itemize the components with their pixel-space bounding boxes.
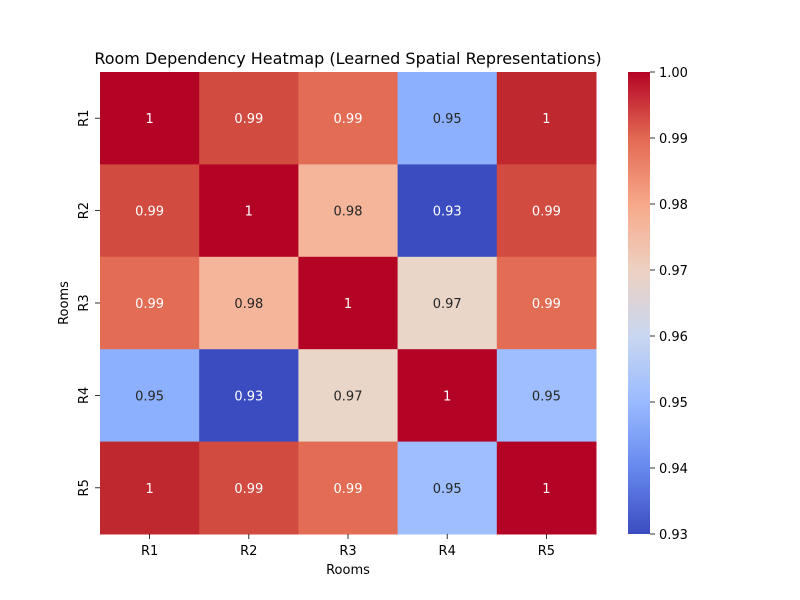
heatmap-cells	[100, 72, 597, 535]
cell-value-label: 1	[145, 112, 153, 127]
y-tick-label: R4	[77, 387, 92, 404]
cell-value-label: 0.97	[433, 297, 462, 312]
cell-value-label: 0.99	[532, 205, 561, 220]
cell-value-label: 0.99	[334, 482, 363, 497]
heatmap-cell-R3-R2	[199, 256, 299, 350]
cell-value-label: 0.99	[334, 112, 363, 127]
cell-value-label: 1	[344, 297, 352, 312]
colorbar-tick-label: 0.94	[659, 462, 688, 477]
x-tick-label: R5	[538, 544, 555, 559]
x-tick-label: R1	[141, 544, 158, 559]
heatmap-cell-R5-R5	[496, 441, 597, 535]
heatmap-cell-R5-R4	[397, 441, 498, 535]
heatmap-cell-R4-R4	[397, 349, 498, 443]
heatmap-cell-R1-R1	[100, 72, 200, 165]
cell-value-label: 1	[245, 205, 253, 220]
cell-value-label: 0.98	[334, 205, 363, 220]
colorbar-tick-label: 1.00	[659, 66, 688, 81]
cell-value-label: 0.99	[135, 297, 164, 312]
cell-value-label: 1	[542, 482, 550, 497]
heatmap-cell-R2-R2	[199, 164, 299, 258]
heatmap-cell-R3-R1	[100, 256, 200, 350]
colorbar-tick-label: 0.95	[659, 396, 688, 411]
colorbar-tick-label: 0.96	[659, 330, 688, 345]
x-tick-label: R2	[240, 544, 257, 559]
cell-value-label: 0.95	[532, 389, 561, 404]
cell-value-label: 0.97	[334, 389, 363, 404]
heatmap-cell-labels: 1 0.99 0.99 0.95 1 0.99 1 0.98 0.93 0.99 0.99 0.98 1…	[135, 112, 561, 497]
cell-value-label: 0.95	[135, 389, 164, 404]
cell-value-label: 0.99	[234, 112, 263, 127]
cell-value-label: 1	[145, 482, 153, 497]
cell-value-label: 0.95	[433, 482, 462, 497]
cell-value-label: 0.99	[532, 297, 561, 312]
y-axis-ticks: R1 R2 R3 R4 R5	[77, 110, 100, 496]
y-tick-label: R2	[77, 202, 92, 219]
cell-value-label: 0.99	[135, 205, 164, 220]
x-axis-label: Rooms	[326, 563, 370, 578]
x-axis-ticks: R1 R2 R3 R4 R5	[141, 534, 555, 559]
heatmap-cell-R2-R4	[397, 164, 498, 258]
colorbar-tick-label: 0.97	[659, 264, 688, 279]
y-tick-label: R5	[77, 479, 92, 496]
x-tick-label: R4	[439, 544, 456, 559]
y-axis-label: Rooms	[57, 281, 72, 325]
colorbar	[628, 72, 650, 534]
cell-value-label: 0.98	[234, 297, 263, 312]
cell-value-label: 0.99	[234, 482, 263, 497]
cell-value-label: 0.93	[234, 389, 263, 404]
colorbar-tick-label: 0.99	[659, 132, 688, 147]
heatmap-cell-R5-R2	[199, 441, 299, 535]
y-tick-label: R3	[77, 294, 92, 311]
cell-value-label: 1	[443, 389, 451, 404]
colorbar-tick-label: 0.98	[659, 198, 688, 213]
heatmap-cell-R4-R5	[496, 349, 597, 443]
x-tick-label: R3	[339, 544, 356, 559]
heatmap-cell-R3-R5	[496, 256, 597, 350]
heatmap-cell-R2-R5	[496, 164, 597, 258]
heatmap-cell-R3-R3	[298, 256, 399, 350]
heatmap-cell-R3-R4	[397, 256, 498, 350]
heatmap-cell-R1-R3	[298, 72, 399, 165]
chart-title: Room Dependency Heatmap (Learned Spatial…	[94, 49, 601, 68]
cell-value-label: 1	[542, 112, 550, 127]
heatmap-cell-R2-R1	[100, 164, 200, 258]
heatmap-cell-R5-R1	[100, 441, 200, 535]
y-tick-label: R1	[77, 110, 92, 127]
heatmap-cell-R4-R2	[199, 349, 299, 443]
colorbar-tick-label: 0.93	[659, 528, 688, 543]
cell-value-label: 0.95	[433, 112, 462, 127]
heatmap-cell-R4-R3	[298, 349, 399, 443]
heatmap-cell-R5-R3	[298, 441, 399, 535]
cell-value-label: 0.93	[433, 205, 462, 220]
heatmap-cell-R4-R1	[100, 349, 200, 443]
heatmap-cell-R2-R3	[298, 164, 399, 258]
heatmap-cell-R1-R5	[496, 72, 597, 165]
colorbar-ticks: 0.93 0.94 0.95 0.96 0.97 0.98 0.99 1.00	[650, 66, 688, 543]
heatmap-cell-R1-R4	[397, 72, 498, 165]
heatmap-cell-R1-R2	[199, 72, 299, 165]
